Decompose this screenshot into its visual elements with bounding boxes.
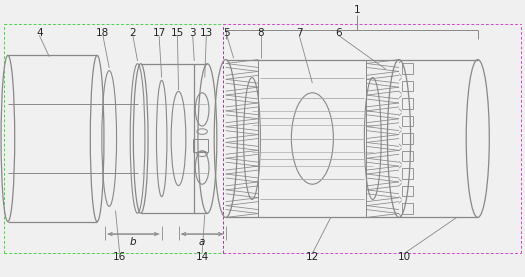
Bar: [402, 203, 413, 214]
Bar: [402, 116, 413, 126]
Text: 13: 13: [200, 28, 213, 38]
Bar: [402, 133, 413, 144]
Text: 14: 14: [195, 252, 209, 262]
Bar: [402, 168, 413, 179]
Bar: [402, 98, 413, 109]
Text: 3: 3: [190, 28, 196, 38]
Text: b: b: [130, 237, 136, 247]
Text: 8: 8: [258, 28, 264, 38]
Bar: [402, 151, 413, 161]
Text: 1: 1: [354, 5, 360, 15]
Bar: [402, 81, 413, 91]
Text: a: a: [199, 237, 205, 247]
Text: 17: 17: [152, 28, 166, 38]
Bar: [402, 63, 413, 74]
Text: 2: 2: [130, 28, 136, 38]
Text: 16: 16: [113, 252, 127, 262]
Text: 12: 12: [306, 252, 319, 262]
Bar: [193, 139, 208, 152]
Text: 15: 15: [171, 28, 184, 38]
Text: 10: 10: [398, 252, 411, 262]
Bar: [402, 186, 413, 196]
Text: 4: 4: [36, 28, 43, 38]
Text: 5: 5: [224, 28, 230, 38]
Text: 7: 7: [296, 28, 302, 38]
Text: 18: 18: [96, 28, 110, 38]
Text: 6: 6: [335, 28, 342, 38]
